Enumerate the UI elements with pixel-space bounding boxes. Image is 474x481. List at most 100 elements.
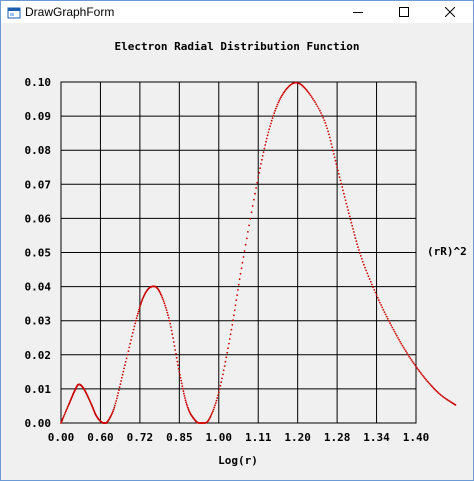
curve-point — [308, 93, 311, 95]
curve-point — [130, 339, 132, 341]
curve-point — [405, 350, 407, 353]
curve-point — [215, 399, 218, 402]
curve-point — [186, 406, 189, 409]
curve-point — [420, 373, 423, 375]
curve-point — [365, 269, 367, 272]
curve-point — [381, 306, 384, 309]
curve-point — [64, 412, 67, 414]
curve-point — [433, 387, 435, 390]
curve-point — [253, 198, 255, 201]
curve-point — [354, 237, 357, 240]
curve-point — [418, 370, 421, 373]
close-button[interactable] — [427, 1, 473, 23]
y-axis-label: (rR)^2 — [427, 245, 467, 258]
curve-point — [247, 231, 249, 233]
y-tick-label: 0.05 — [25, 247, 52, 260]
curve-point — [264, 144, 267, 146]
curve-point — [429, 384, 432, 386]
curve-point — [125, 357, 128, 360]
curve-point — [342, 189, 344, 192]
curve-point — [135, 319, 137, 322]
curve-point — [439, 394, 442, 396]
y-tick-label: 0.00 — [25, 417, 52, 430]
curve-point — [340, 182, 343, 185]
curve-point — [62, 416, 65, 419]
curve-point — [270, 122, 272, 125]
curve-point — [131, 335, 133, 338]
curve-point — [178, 371, 181, 373]
curve-point — [415, 365, 417, 368]
curve-point — [437, 392, 440, 394]
curve-point — [273, 112, 276, 114]
curve-point — [279, 98, 281, 100]
curve-point — [159, 292, 162, 294]
curve-point — [112, 410, 114, 413]
curve-point — [179, 374, 181, 376]
curve-point — [169, 322, 172, 325]
curve-point — [212, 410, 214, 413]
curve-point — [216, 397, 219, 399]
curve-point — [328, 136, 331, 139]
curve-point — [408, 355, 411, 358]
y-tick-label: 0.04 — [25, 281, 52, 294]
curve-point — [383, 311, 386, 313]
curve-point — [258, 171, 261, 174]
curve-point — [212, 408, 215, 411]
curve-point — [210, 413, 213, 416]
curve-point — [375, 294, 378, 296]
curve-point — [177, 364, 179, 367]
curve-point — [337, 172, 340, 175]
curve-point — [117, 392, 120, 394]
curve-point — [116, 397, 118, 400]
y-tick-label: 0.08 — [25, 144, 52, 157]
curve-point — [270, 119, 273, 122]
curve-point — [124, 361, 127, 363]
curve-point — [307, 91, 310, 94]
curve-point — [386, 317, 389, 320]
title-bar[interactable]: DrawGraphForm — [1, 1, 473, 23]
curve-point — [243, 250, 246, 252]
curve-point — [427, 381, 430, 384]
curve-point — [411, 360, 414, 363]
curve-point — [348, 212, 350, 215]
curve-point — [228, 338, 231, 340]
curve-point — [277, 101, 280, 104]
curve-point — [403, 348, 406, 351]
curve-point — [124, 364, 126, 367]
curve-point — [371, 283, 373, 286]
curve-point — [317, 107, 320, 110]
curve-point — [139, 305, 142, 307]
curve-point — [123, 367, 125, 370]
curve-point — [345, 202, 348, 205]
curve-point — [136, 314, 139, 317]
x-tick-label: 1.11 — [245, 431, 272, 444]
curve-point — [177, 367, 180, 370]
curve-point — [261, 155, 264, 157]
curve-point — [182, 387, 184, 390]
curve-point — [266, 134, 269, 137]
curve-point — [309, 94, 312, 97]
curve-point — [173, 345, 176, 347]
curve-point — [228, 342, 230, 345]
curve-point — [358, 249, 360, 251]
curve-point — [172, 341, 175, 343]
maximize-button[interactable] — [381, 1, 427, 23]
curve-point — [359, 255, 362, 257]
curve-point — [220, 381, 223, 384]
curve-point — [121, 373, 124, 376]
curve-point — [133, 325, 136, 328]
minimize-button[interactable] — [335, 1, 381, 23]
curve-point — [139, 303, 142, 306]
curve-point — [251, 205, 254, 207]
curve-point — [129, 342, 132, 345]
curve-point — [235, 299, 238, 302]
curve-point — [332, 153, 335, 155]
curve-point — [170, 326, 172, 328]
curve-point — [213, 406, 216, 409]
curve-point — [385, 315, 388, 318]
curve-point — [337, 169, 339, 172]
curve-point — [179, 376, 182, 379]
curve-point — [120, 380, 122, 382]
curve-point — [388, 320, 390, 322]
curve-point — [398, 338, 400, 341]
